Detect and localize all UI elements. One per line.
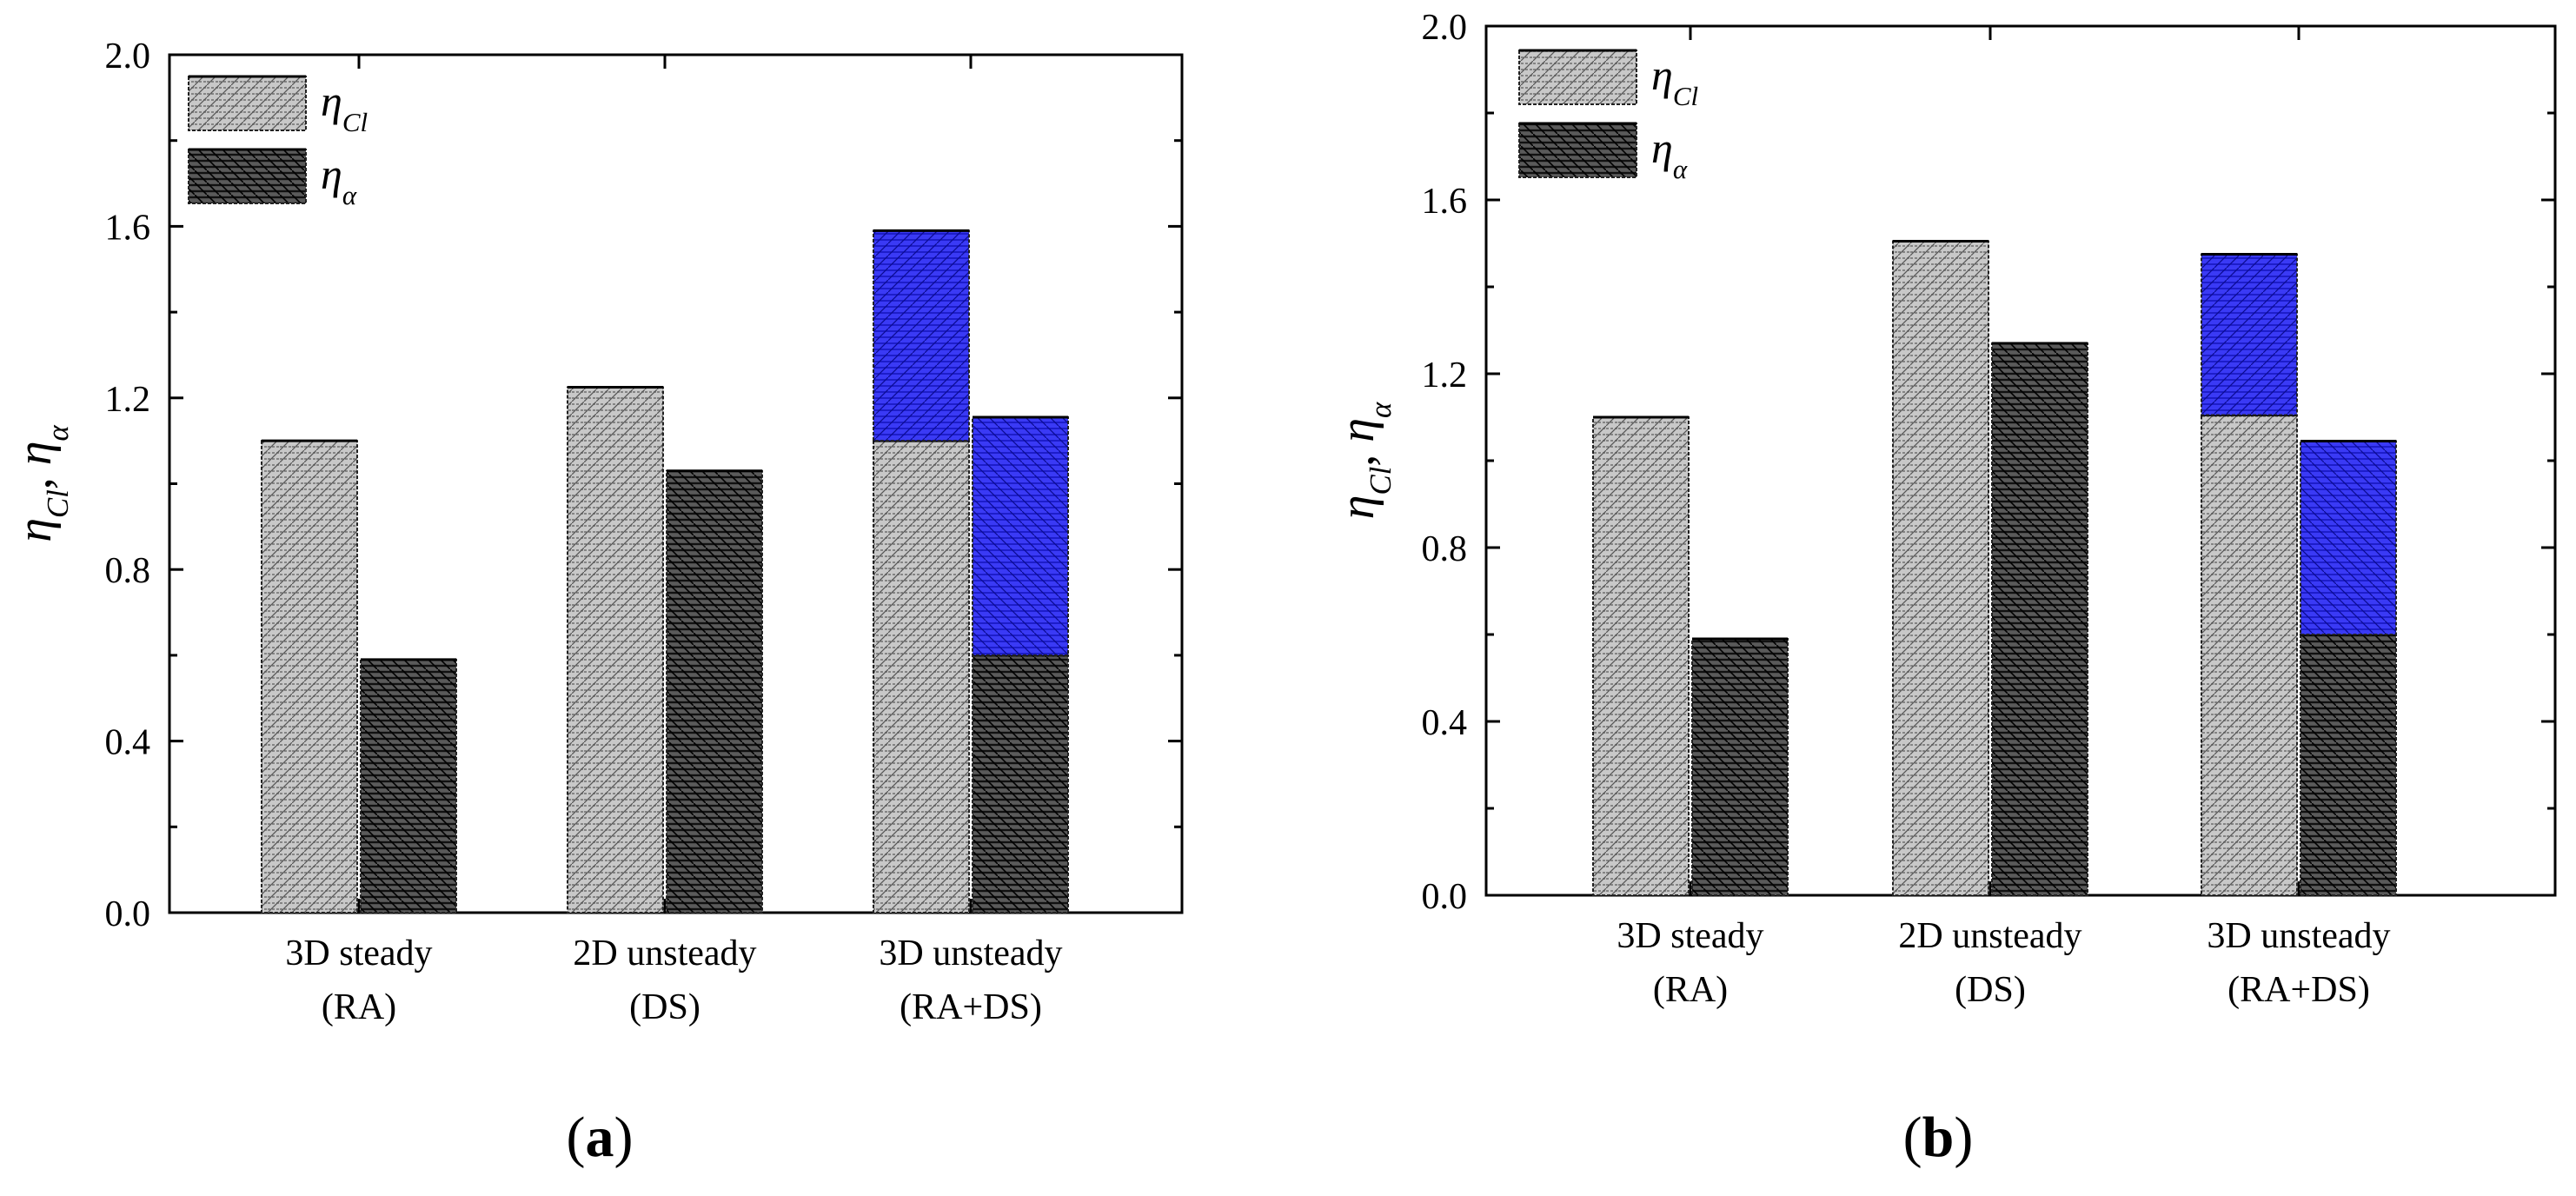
y-tick-label: 1.6 bbox=[1422, 182, 1468, 222]
legend-swatch-eta_alpha bbox=[188, 149, 307, 204]
bar-increment-eta_alpha-3 bbox=[972, 416, 1069, 656]
bar-eta_cl-1 bbox=[261, 440, 358, 914]
legend-label-eta_cl: ηCl bbox=[321, 76, 368, 137]
bar-eta_alpha-2 bbox=[1991, 342, 2088, 896]
y-tick-label: 0.0 bbox=[1422, 877, 1468, 917]
legend: ηCl ηα bbox=[188, 75, 368, 210]
bar-eta_alpha-3 bbox=[972, 654, 1069, 914]
x-category-label: 3D steady bbox=[285, 934, 432, 973]
legend-label-eta_cl: ηCl bbox=[1651, 50, 1698, 111]
y-tick-label: 0.4 bbox=[1422, 703, 1468, 743]
y-axis-label: ηCl, ηα bbox=[8, 424, 75, 542]
x-category-sublabel: (DS) bbox=[1955, 970, 2026, 1010]
bar-eta_cl-2 bbox=[567, 386, 664, 914]
x-category-sublabel: (RA) bbox=[1653, 970, 1728, 1010]
bar-eta_alpha-1 bbox=[1691, 638, 1789, 896]
bar-eta_cl-3 bbox=[873, 440, 970, 914]
bar-eta_cl-1 bbox=[1592, 416, 1690, 896]
bar-eta_alpha-2 bbox=[666, 469, 763, 914]
chart-panel-b: 0.0 0.4 0.8 1.2 1.6 2.0 3D steady (RA) 2D unstea… bbox=[1331, 8, 2557, 1169]
x-category-sublabel: (DS) bbox=[629, 987, 700, 1027]
x-category-label: 3D unsteady bbox=[879, 934, 1062, 973]
panel-label: (a) bbox=[567, 1106, 634, 1169]
y-tick-label: 0.4 bbox=[105, 723, 151, 763]
y-tick-label: 1.6 bbox=[105, 208, 151, 248]
x-category-label: 3D steady bbox=[1617, 916, 1763, 956]
legend-label-eta_alpha: ηα bbox=[1651, 123, 1688, 184]
bar-eta_cl-3 bbox=[2201, 414, 2298, 896]
y-tick-label: 0.8 bbox=[1422, 529, 1468, 569]
y-tick-label: 2.0 bbox=[105, 37, 151, 76]
x-category-sublabel: (RA+DS) bbox=[2227, 970, 2370, 1010]
legend-swatch-eta_cl bbox=[188, 76, 307, 131]
y-axis-label: ηCl, ηα bbox=[1331, 402, 1398, 519]
y-tick-label: 0.0 bbox=[105, 894, 151, 934]
panel-label: (b) bbox=[1903, 1106, 1974, 1169]
legend-swatch-eta_cl bbox=[1518, 50, 1637, 105]
bar-increment-eta_cl-3 bbox=[2201, 253, 2298, 416]
y-tick-label: 1.2 bbox=[105, 380, 151, 420]
legend-label-eta_alpha: ηα bbox=[321, 150, 357, 210]
y-tick-label: 2.0 bbox=[1422, 8, 1468, 48]
x-category-label: 2D unsteady bbox=[573, 934, 756, 973]
x-category-label: 2D unsteady bbox=[1898, 916, 2081, 956]
bar-eta_alpha-3 bbox=[2300, 634, 2397, 896]
x-category-sublabel: (RA+DS) bbox=[900, 987, 1042, 1027]
legend: ηCl ηα bbox=[1518, 49, 1698, 184]
legend-swatch-eta_alpha bbox=[1518, 123, 1637, 178]
x-category-sublabel: (RA) bbox=[322, 987, 396, 1027]
bar-increment-eta_alpha-3 bbox=[2300, 440, 2397, 635]
x-category-label: 3D unsteady bbox=[2207, 916, 2390, 956]
y-tick-label: 1.2 bbox=[1422, 355, 1468, 395]
bar-increment-eta_cl-3 bbox=[873, 229, 970, 442]
bar-eta_alpha-1 bbox=[360, 658, 457, 914]
y-tick-label: 0.8 bbox=[105, 551, 151, 591]
bar-eta_cl-2 bbox=[1892, 240, 1989, 896]
chart-panel-a: 0.0 0.4 0.8 1.2 1.6 2.0 3D steady (RA) 2D unstea… bbox=[8, 37, 1184, 1169]
